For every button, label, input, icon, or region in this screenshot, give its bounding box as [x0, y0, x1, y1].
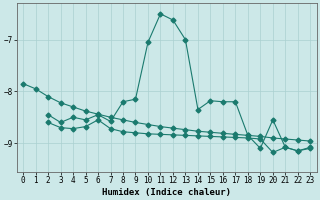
X-axis label: Humidex (Indice chaleur): Humidex (Indice chaleur) — [102, 188, 231, 197]
